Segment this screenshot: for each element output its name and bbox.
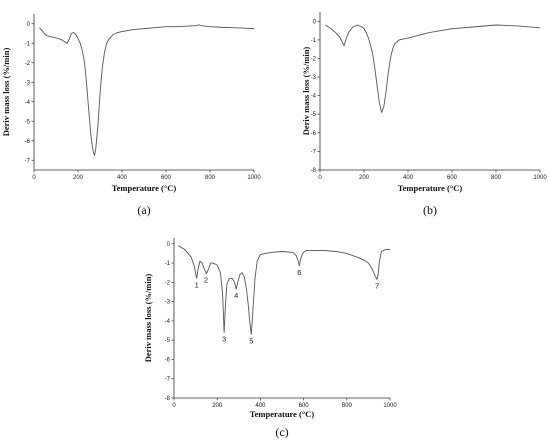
y-tick-label: -1 <box>25 41 31 47</box>
y-tick-label: -2 <box>25 61 31 67</box>
x-tick-label: 0 <box>32 175 36 181</box>
x-tick-label: 400 <box>255 403 266 409</box>
y-tick-label: -1 <box>165 261 171 267</box>
y-tick-label: -5 <box>25 119 31 125</box>
x-tick-label: 400 <box>403 175 414 181</box>
x-tick-label: 1000 <box>383 403 397 409</box>
peak-label-3: 3 <box>222 334 226 343</box>
y-tick-label: -5 <box>311 112 317 118</box>
peak-label-2: 2 <box>204 276 208 285</box>
y-tick-label: -8 <box>311 168 317 174</box>
y-tick-label: -3 <box>311 75 317 81</box>
x-tick-label: 1000 <box>247 175 261 181</box>
y-tick-label: -2 <box>311 56 317 62</box>
y-tick-label: -4 <box>311 94 317 100</box>
y-tick-label: -4 <box>25 100 31 106</box>
x-tick-label: 800 <box>491 175 502 181</box>
peak-label-5: 5 <box>249 336 253 345</box>
chart-panel-a: 0 200 400 600 800 1000 0 -1 -2 -3 -4 -5 -6 -7 Temperat… <box>1 14 261 217</box>
x-tick-label: 0 <box>318 175 322 181</box>
x-tick-label: 0 <box>172 403 176 409</box>
x-tick-label: 600 <box>161 175 172 181</box>
y-tick-label: -4 <box>165 319 171 325</box>
panel-label: (c) <box>275 425 288 439</box>
x-tick-label: 1000 <box>533 175 547 181</box>
y-tick-label: -1 <box>311 38 317 44</box>
panel-label: (a) <box>137 203 150 217</box>
peak-label-4: 4 <box>234 291 238 300</box>
x-tick-label: 800 <box>342 403 353 409</box>
series-line <box>178 245 390 335</box>
y-axis-title: Deriv mass loss (%/min) <box>1 48 11 137</box>
y-axis-title: Deriv mass loss (%/min) <box>143 274 153 363</box>
y-tick-label: 0 <box>313 19 317 25</box>
y-tick-label: -6 <box>165 357 171 363</box>
y-tick-label: -3 <box>25 80 31 86</box>
x-tick-label: 400 <box>117 175 128 181</box>
x-tick-label: 200 <box>359 175 370 181</box>
y-tick-label: -3 <box>165 300 171 306</box>
x-tick-label: 600 <box>299 403 310 409</box>
x-tick-label: 800 <box>205 175 216 181</box>
chart-panel-c: 0 200 400 600 800 1000 0 -1 -2 -3 -4 -5 -6 -7 -8 12 3 4 5 6… <box>143 238 397 439</box>
y-tick-label: 0 <box>167 242 171 248</box>
chart-panel-b: 0 200 400 600 800 1000 0 -1 -2 -3 -4 -5 -6 -7 -8 Temper… <box>301 12 547 217</box>
y-tick-label: -7 <box>311 149 317 155</box>
y-tick-label: -7 <box>25 158 31 164</box>
y-tick-label: -6 <box>25 139 31 145</box>
x-axis-title: Temperature (°C) <box>250 409 315 419</box>
y-tick-label: -7 <box>165 377 171 383</box>
series-line <box>325 24 541 113</box>
y-tick-label: -8 <box>165 396 171 402</box>
y-tick-label: -5 <box>165 338 171 344</box>
series-line <box>39 24 255 156</box>
x-tick-label: 600 <box>447 175 458 181</box>
peak-label-6: 6 <box>297 268 301 277</box>
panel-label: (b) <box>423 203 437 217</box>
x-tick-label: 200 <box>212 403 223 409</box>
peak-label-1: 1 <box>195 280 199 289</box>
x-tick-label: 200 <box>73 175 84 181</box>
x-axis-title: Temperature (°C) <box>398 183 463 193</box>
y-tick-label: 0 <box>27 22 31 28</box>
y-tick-label: -6 <box>311 131 317 137</box>
y-axis-title: Deriv mass loss (%/min) <box>301 47 311 136</box>
x-axis-title: Temperature (°C) <box>112 183 177 193</box>
y-tick-label: -2 <box>165 280 171 286</box>
peak-label-7: 7 <box>375 281 379 290</box>
